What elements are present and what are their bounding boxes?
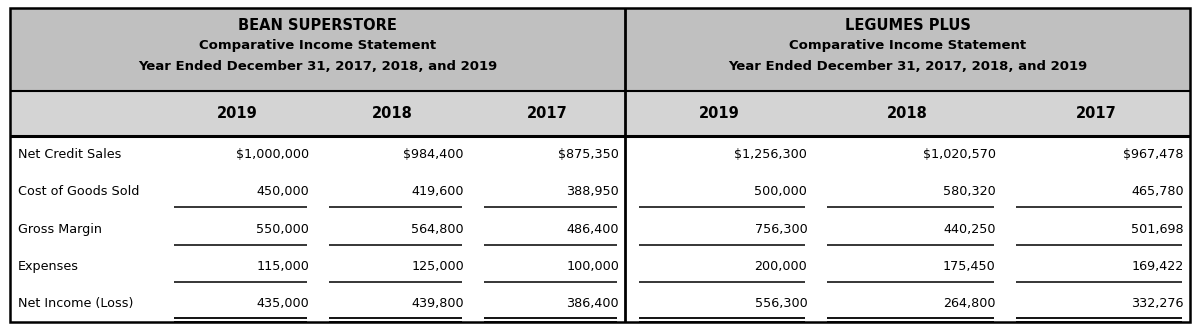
Bar [10, 285, 1190, 322]
Text: 580,320: 580,320 [943, 185, 996, 198]
Text: 564,800: 564,800 [412, 222, 464, 236]
Text: 486,400: 486,400 [566, 222, 619, 236]
Text: BEAN SUPERSTORE: BEAN SUPERSTORE [238, 18, 397, 34]
Text: LEGUMES PLUS: LEGUMES PLUS [845, 18, 971, 34]
Bar [10, 136, 1190, 173]
Bar [10, 173, 1190, 211]
Text: 388,950: 388,950 [566, 185, 619, 198]
Text: 200,000: 200,000 [755, 260, 808, 273]
Text: 2017: 2017 [1075, 106, 1116, 121]
Text: 465,780: 465,780 [1132, 185, 1184, 198]
Text: 435,000: 435,000 [257, 297, 310, 310]
Text: 2018: 2018 [887, 106, 928, 121]
Text: 2017: 2017 [527, 106, 568, 121]
Bar [10, 8, 625, 91]
Text: 100,000: 100,000 [566, 260, 619, 273]
Bar [625, 91, 1190, 136]
Text: 419,600: 419,600 [412, 185, 464, 198]
Text: Net Income (Loss): Net Income (Loss) [18, 297, 133, 310]
Bar [10, 211, 1190, 248]
Text: $984,400: $984,400 [403, 148, 464, 161]
Text: 125,000: 125,000 [412, 260, 464, 273]
Text: Comparative Income Statement: Comparative Income Statement [199, 39, 436, 51]
Text: Cost of Goods Sold: Cost of Goods Sold [18, 185, 139, 198]
Text: 264,800: 264,800 [943, 297, 996, 310]
Bar [10, 248, 1190, 285]
Text: 175,450: 175,450 [943, 260, 996, 273]
Text: $967,478: $967,478 [1123, 148, 1184, 161]
Bar [10, 91, 625, 136]
Text: Expenses: Expenses [18, 260, 79, 273]
Text: Year Ended December 31, 2017, 2018, and 2019: Year Ended December 31, 2017, 2018, and … [138, 59, 497, 73]
Text: 2019: 2019 [698, 106, 739, 121]
Text: Gross Margin: Gross Margin [18, 222, 102, 236]
Text: 756,300: 756,300 [755, 222, 808, 236]
Text: 556,300: 556,300 [755, 297, 808, 310]
Text: 450,000: 450,000 [257, 185, 310, 198]
Text: 115,000: 115,000 [256, 260, 310, 273]
Text: $1,020,570: $1,020,570 [923, 148, 996, 161]
Text: $1,256,300: $1,256,300 [734, 148, 808, 161]
Text: 440,250: 440,250 [943, 222, 996, 236]
Text: Net Credit Sales: Net Credit Sales [18, 148, 121, 161]
Text: Comparative Income Statement: Comparative Income Statement [788, 39, 1026, 51]
Text: 332,276: 332,276 [1132, 297, 1184, 310]
Text: 2018: 2018 [372, 106, 413, 121]
Bar [625, 8, 1190, 91]
Text: 2019: 2019 [217, 106, 258, 121]
Text: 169,422: 169,422 [1132, 260, 1184, 273]
Text: 386,400: 386,400 [566, 297, 619, 310]
Text: 501,698: 501,698 [1132, 222, 1184, 236]
Text: $1,000,000: $1,000,000 [236, 148, 310, 161]
Text: 550,000: 550,000 [256, 222, 310, 236]
Text: 500,000: 500,000 [755, 185, 808, 198]
Text: $875,350: $875,350 [558, 148, 619, 161]
Text: Year Ended December 31, 2017, 2018, and 2019: Year Ended December 31, 2017, 2018, and … [728, 59, 1087, 73]
Text: 439,800: 439,800 [412, 297, 464, 310]
